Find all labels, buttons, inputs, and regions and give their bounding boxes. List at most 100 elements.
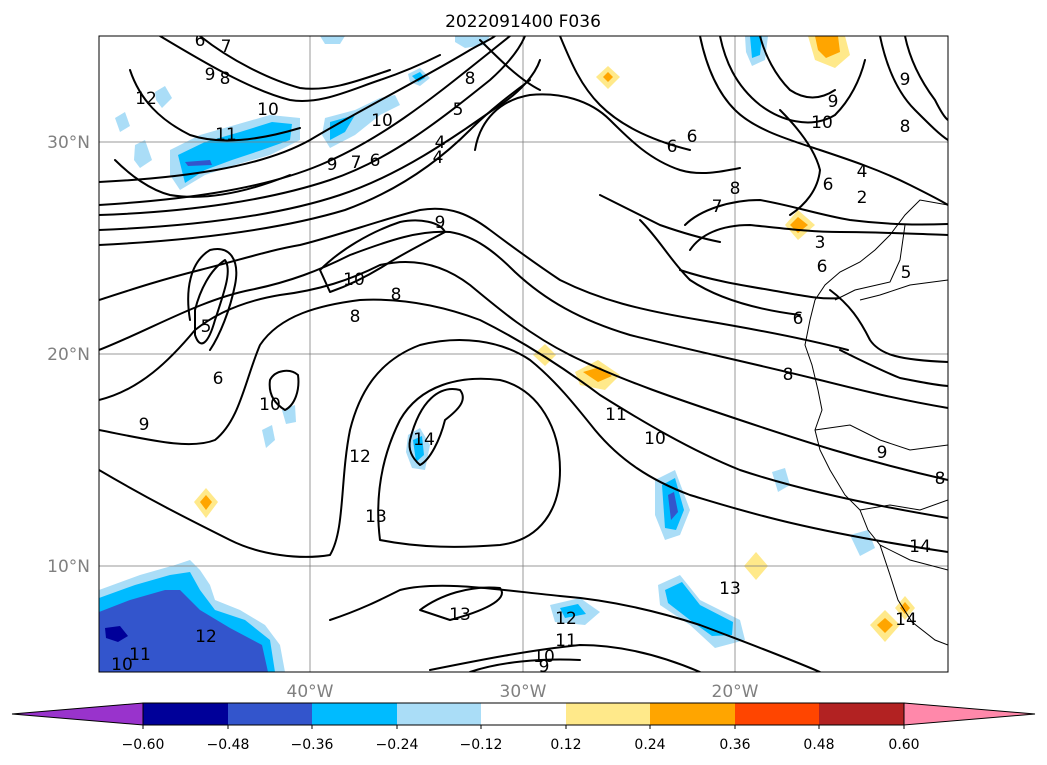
contour-label: 6 [793, 309, 804, 329]
neg-region-mid-7 [668, 492, 678, 520]
figure-title: 2022091400 F036 [445, 12, 601, 32]
contour-label: 8 [935, 469, 946, 489]
colorbar-segment [312, 703, 397, 725]
colorbar-extend-low [11, 702, 144, 726]
contour-label: 4 [435, 133, 446, 153]
colorbar-segment [397, 703, 481, 725]
contour-label: 9 [205, 65, 216, 85]
contour-label: 11 [555, 631, 577, 651]
contour-label: 13 [365, 507, 387, 527]
contour-label: 11 [605, 405, 627, 425]
contour-label: 9 [327, 155, 338, 175]
longitude-labels: 40°W 30°W 20°W [287, 682, 759, 702]
contour-label: 8 [900, 117, 911, 137]
contour-label: 10 [257, 100, 279, 120]
contour-label: 10 [343, 270, 365, 290]
contour-label: 6 [213, 369, 224, 389]
neg-region-nw-9 [115, 112, 130, 132]
pos-region-2 [815, 36, 840, 58]
contour-label: 11 [215, 125, 237, 145]
lat-label: 30°N [47, 133, 90, 153]
colorbar-tick-label: −0.48 [207, 737, 250, 753]
contour-label: 10 [371, 111, 393, 131]
contour-label: 6 [817, 257, 828, 277]
pos-region-14 [877, 618, 893, 633]
contour-label: 9 [435, 213, 446, 233]
lat-label: 10°N [47, 557, 90, 577]
neg-region-mid-11 [560, 604, 586, 618]
colorbar-segment [650, 703, 735, 725]
contour-label: 10 [259, 395, 281, 415]
colorbar-tick-label: −0.36 [291, 737, 334, 753]
contour-label: 7 [712, 197, 723, 217]
neg-region-nw-10 [134, 140, 152, 168]
pos-region-4 [603, 72, 613, 82]
contour-labels: 6 7 8 9 12 10 11 8 5 4 10 9 7 6 6 6 8 7 … [111, 36, 946, 675]
neg-region-mid-3 [262, 425, 275, 448]
colorbar-tick-label: 0.60 [888, 737, 919, 753]
contour-label: 8 [783, 365, 794, 385]
neg-region-mid-2 [413, 436, 424, 462]
contour-label: 5 [453, 100, 464, 120]
isolines [99, 36, 948, 672]
neg-region-nw-4 [322, 95, 400, 148]
contour-label: 8 [730, 179, 741, 199]
contour-label: 11 [129, 645, 151, 665]
contour-label: 9 [877, 443, 888, 463]
pos-region-16 [900, 602, 910, 614]
neg-region-top-4 [750, 36, 762, 58]
colorbar-segment [228, 703, 312, 725]
neg-region-nw-8 [155, 86, 172, 108]
neg-region-nw-7 [412, 72, 425, 82]
lon-label: 40°W [287, 682, 334, 702]
contour-label: 12 [195, 627, 217, 647]
colorbar-extend-high [903, 702, 1036, 726]
colorbar-ticks [142, 725, 905, 729]
neg-region-top-2 [320, 36, 345, 44]
colorbar-tick-label: 0.48 [803, 737, 834, 753]
colorbar-segment [819, 703, 904, 725]
colorbar-segment [143, 703, 228, 725]
colorbar-frame [142, 702, 905, 726]
colorbar-segment [481, 703, 566, 725]
colorbar-tick-label: −0.12 [460, 737, 503, 753]
contour-label: 10 [111, 655, 133, 675]
colorbar-tick-label: 0.36 [719, 737, 750, 753]
contour-label: 4 [433, 148, 444, 168]
neg-region-sw-3 [99, 590, 268, 672]
lat-label: 20°N [47, 345, 90, 365]
contour-label: 5 [901, 263, 912, 283]
contour-label: 8 [350, 307, 361, 327]
contour-label: 5 [201, 317, 212, 337]
contour-label: 13 [719, 579, 741, 599]
colorbar-tick-label: 0.24 [634, 737, 665, 753]
contour-label: 8 [220, 69, 231, 89]
colorbar-segment [735, 703, 819, 725]
contour-label: 10 [811, 113, 833, 133]
latitude-labels: 30°N 20°N 10°N [47, 133, 90, 577]
lon-label: 20°W [712, 682, 759, 702]
neg-region-sw-4 [105, 626, 128, 642]
contour-label: 8 [465, 69, 476, 89]
contour-label: 3 [815, 233, 826, 253]
neg-region-nw-3 [185, 160, 212, 166]
contour-label: 7 [351, 153, 362, 173]
contour-label: 2 [857, 188, 868, 208]
neg-region-top-1 [455, 36, 490, 48]
contour-label: 14 [895, 610, 917, 630]
coastline [804, 199, 948, 646]
colorbar-tick-label: 0.12 [550, 737, 581, 753]
contour-label: 12 [135, 89, 157, 109]
contour-label: 6 [667, 137, 678, 157]
contour-label: 7 [221, 37, 232, 57]
contour-label: 10 [533, 647, 555, 667]
contour-label: 10 [644, 429, 666, 449]
contour-label: 14 [413, 430, 435, 450]
contour-label: 6 [370, 151, 381, 171]
contour-label: 14 [909, 537, 931, 557]
colorbar-tick-label: −0.24 [376, 737, 419, 753]
lon-label: 30°W [500, 682, 547, 702]
colorbar-segment [566, 703, 650, 725]
pos-region-11 [200, 495, 212, 510]
